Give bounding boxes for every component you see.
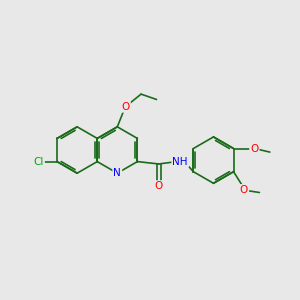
Text: O: O — [240, 185, 248, 195]
Text: N: N — [113, 168, 121, 178]
Text: Cl: Cl — [34, 157, 44, 166]
Text: O: O — [250, 143, 259, 154]
Text: O: O — [122, 102, 130, 112]
Text: NH: NH — [172, 157, 188, 166]
Text: O: O — [155, 181, 163, 191]
